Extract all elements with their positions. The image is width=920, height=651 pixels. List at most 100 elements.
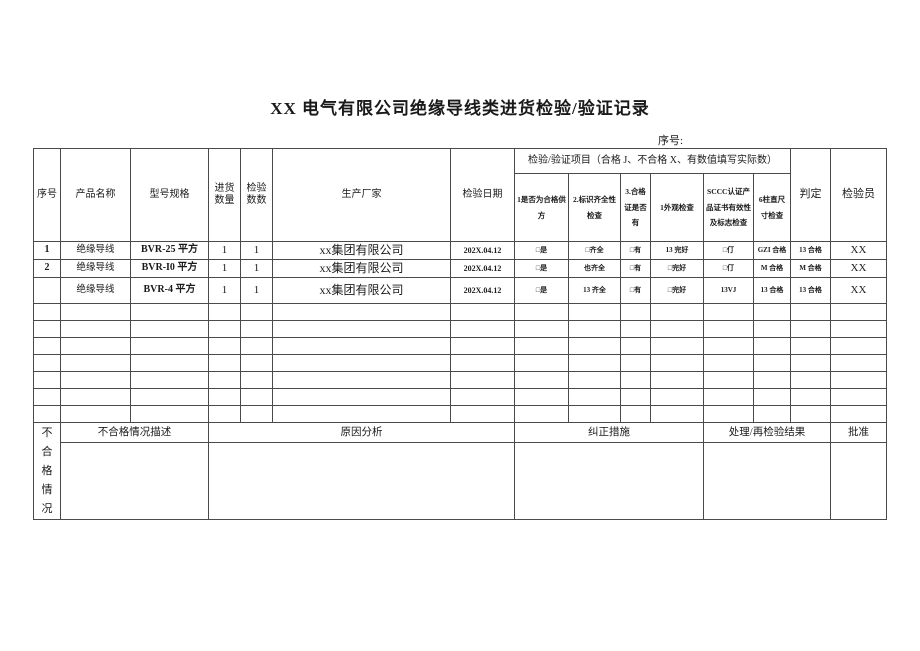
cell-item6: 13 合格 [753,277,791,304]
empty-cell [620,354,651,372]
cell-item5: □仃 [703,241,754,260]
empty-row [33,388,887,406]
cell-seq: 2 [33,259,61,278]
empty-cell [208,371,241,389]
header-row-items: 1是否为合格供方 2.标识齐全性检查 3.合格证是否有 1外观检查 SCCC认证… [34,173,887,242]
empty-cell [514,320,569,338]
empty-cell [703,388,754,406]
cell-incoming-qty: 1 [208,241,241,260]
col-header-inspector: 检验员 [830,148,887,242]
empty-cell [514,388,569,406]
empty-cell [60,405,131,423]
empty-cell [568,405,621,423]
empty-cell [568,354,621,372]
empty-cell [240,388,273,406]
empty-rows [33,303,887,423]
empty-cell [240,371,273,389]
empty-cell [208,320,241,338]
empty-cell [60,388,131,406]
nonconformity-section: 不合格情况 不合格情况描述 原因分析 纠正措施 处理/再检验结果 批准 [33,422,887,520]
empty-cell [240,337,273,355]
empty-cell [208,354,241,372]
col-header-item6: 6柱直尺寸检查 [753,173,791,242]
cell-item6: GZI 合格 [753,241,791,260]
empty-cell [703,303,754,321]
empty-cell [753,320,791,338]
page-title: XX 电气有限公司绝缘导线类进货检验/验证记录 [270,99,650,118]
empty-row [33,337,887,355]
empty-cell [830,337,887,355]
empty-cell [830,354,887,372]
empty-cell [620,337,651,355]
empty-cell [568,320,621,338]
cell-judgment: M 合格 [790,259,831,278]
empty-cell [240,354,273,372]
empty-cell [130,388,209,406]
empty-cell [753,405,791,423]
cell-item2: 也齐全 [568,259,621,278]
cell-item6: M 合格 [753,259,791,278]
nc-description-cell [60,442,209,520]
cell-item3: □有 [620,241,651,260]
cell-inspect-date: 202X.04.12 [450,277,515,304]
serial-number-label: 序号: [658,135,684,147]
cell-model: BVR-I0 平方 [130,259,209,278]
cell-manufacturer: xx集团有限公司 [272,277,451,304]
empty-cell [450,303,515,321]
empty-cell [272,388,451,406]
empty-cell [650,337,704,355]
nonconformity-side-label: 不合格情况 [33,422,61,520]
cell-judgment: 13 合格 [790,241,831,260]
empty-cell [240,320,273,338]
cell-item3: □有 [620,277,651,304]
empty-cell [33,303,61,321]
table-row: 2 绝缘导线 BVR-I0 平方 1 1 xx集团有限公司 202X.04.12… [33,259,887,278]
empty-cell [830,388,887,406]
col-header-incoming-qty: 进货数量 [208,148,241,242]
empty-cell [568,303,621,321]
cell-item3: □有 [620,259,651,278]
empty-cell [272,337,451,355]
empty-cell [650,388,704,406]
col-header-seq: 序号 [33,148,61,242]
cell-item1: □是 [514,277,569,304]
empty-cell [790,303,831,321]
empty-cell [33,371,61,389]
empty-cell [650,320,704,338]
nonconformity-header-row: 不合格情况 不合格情况描述 原因分析 纠正措施 处理/再检验结果 批准 [33,422,887,520]
empty-row [33,371,887,389]
col-header-item5: SCCC认证产品证书有效性及标志检查 [703,173,754,242]
empty-cell [753,388,791,406]
empty-cell [753,354,791,372]
cell-product: 绝缘导线 [60,241,131,260]
empty-cell [620,371,651,389]
empty-cell [790,405,831,423]
empty-cell [790,371,831,389]
col-header-judgment: 判定 [790,148,831,242]
empty-cell [568,388,621,406]
empty-cell [650,354,704,372]
empty-cell [130,405,209,423]
empty-cell [650,303,704,321]
cell-judgment: 13 合格 [790,277,831,304]
empty-cell [130,337,209,355]
cell-model: BVR-4 平方 [130,277,209,304]
empty-cell [650,371,704,389]
cell-item5: 13VJ [703,277,754,304]
empty-cell [703,354,754,372]
col-header-manufacturer: 生产厂家 [272,148,451,242]
col-header-item4: 1外观检查 [650,173,704,242]
empty-cell [60,303,131,321]
empty-cell [60,371,131,389]
empty-cell [130,354,209,372]
empty-cell [620,405,651,423]
empty-cell [703,337,754,355]
empty-cell [60,354,131,372]
col-header-model: 型号规格 [130,148,209,242]
cell-inspect-qty: 1 [240,259,273,278]
empty-cell [33,388,61,406]
empty-cell [272,320,451,338]
empty-cell [514,371,569,389]
nc-approval-header: 批准 [830,422,887,443]
empty-cell [830,303,887,321]
